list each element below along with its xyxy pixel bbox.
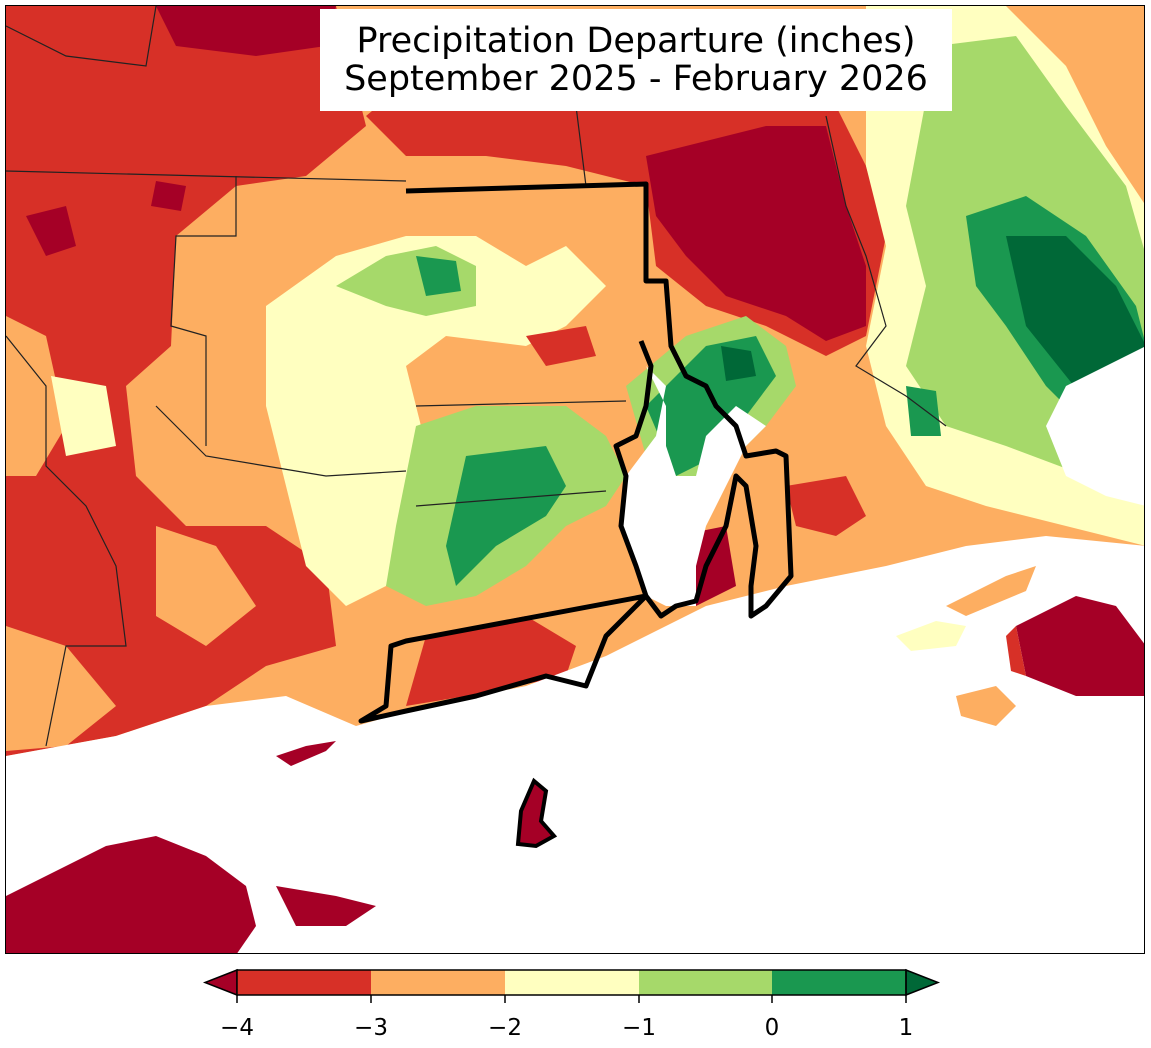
title-line-2: September 2025 - February 2026	[344, 59, 928, 99]
long-island-fishers	[276, 741, 336, 766]
colorbar-tick-label: 0	[764, 1015, 780, 1041]
county-line-6	[415, 490, 607, 507]
title-line-1: Precipitation Departure (inches)	[356, 21, 916, 61]
state-boundaries	[6, 6, 947, 747]
precipitation-map	[6, 6, 1144, 953]
central-yellow-region	[266, 236, 606, 606]
county-line-8	[825, 115, 947, 427]
narragansett-bay-water	[621, 366, 766, 606]
west-severe-patch	[26, 206, 76, 256]
rhode-island-outline	[358, 181, 794, 724]
northwest-severe-region	[156, 6, 336, 56]
west-orange-patch-2	[156, 526, 256, 646]
west-orange-patch	[6, 316, 66, 476]
colorbar-bin-0-1	[772, 970, 906, 995]
colorbar-svg	[202, 968, 941, 1003]
west-severe-patch-2	[151, 181, 186, 211]
title-box: Precipitation Departure (inches) Septemb…	[320, 9, 952, 111]
long-island-south-fork	[276, 886, 376, 926]
colorbar-bin-neg1-0	[639, 970, 772, 995]
county-line-7	[575, 105, 587, 187]
colorbar-extend-low	[202, 968, 238, 997]
colorbar-ticks	[236, 995, 907, 1003]
colorbar-bin-neg4-neg3	[237, 970, 371, 995]
east-bay-red-patch	[786, 476, 866, 536]
long-island-sound-water	[6, 536, 1144, 953]
colorbar-tick-label: −2	[488, 1015, 522, 1041]
colorbar-tick-label: 1	[898, 1015, 914, 1041]
west-deficit-region	[6, 6, 366, 756]
east-green-patch	[906, 386, 941, 436]
long-island-north-fork	[6, 836, 256, 953]
cape-south-islands	[896, 621, 966, 651]
northeast-severe-region	[646, 126, 866, 341]
southwest-orange-patch	[6, 626, 116, 751]
colorbar-tick-label: −1	[622, 1015, 656, 1041]
colorbar-bin-neg2-neg1	[505, 970, 639, 995]
elizabeth-islands	[956, 686, 1016, 726]
colorbar-extend-high	[905, 968, 941, 997]
marthas-vineyard-red-edge	[1006, 626, 1026, 676]
ma-ct-boundary-west	[6, 170, 407, 182]
colorbar	[200, 965, 945, 1045]
marthas-vineyard-island	[1016, 596, 1144, 696]
west-yellow-patch	[51, 376, 116, 456]
cape-cod-bay-water	[1046, 347, 1144, 506]
south-cape-orange-strip	[946, 566, 1036, 616]
county-line-5	[415, 400, 627, 407]
colorbar-bin-neg3-neg2	[371, 970, 505, 995]
county-line-3	[6, 335, 127, 747]
county-line-2	[170, 176, 237, 446]
east-center-dark-green-patch	[446, 446, 566, 586]
colorbar-tick-label: −4	[220, 1015, 254, 1041]
county-line-1	[6, 6, 157, 67]
colorbar-outline	[236, 969, 907, 996]
map-frame	[5, 5, 1145, 954]
bay-deepest-green-patch	[721, 346, 756, 381]
central-dark-green-patch	[416, 256, 461, 296]
colorbar-tick-label: −3	[354, 1015, 388, 1041]
ri-south-red-patch	[406, 616, 576, 706]
county-line-4	[155, 405, 407, 477]
ri-central-red-patch	[526, 326, 596, 366]
block-island	[515, 777, 558, 849]
